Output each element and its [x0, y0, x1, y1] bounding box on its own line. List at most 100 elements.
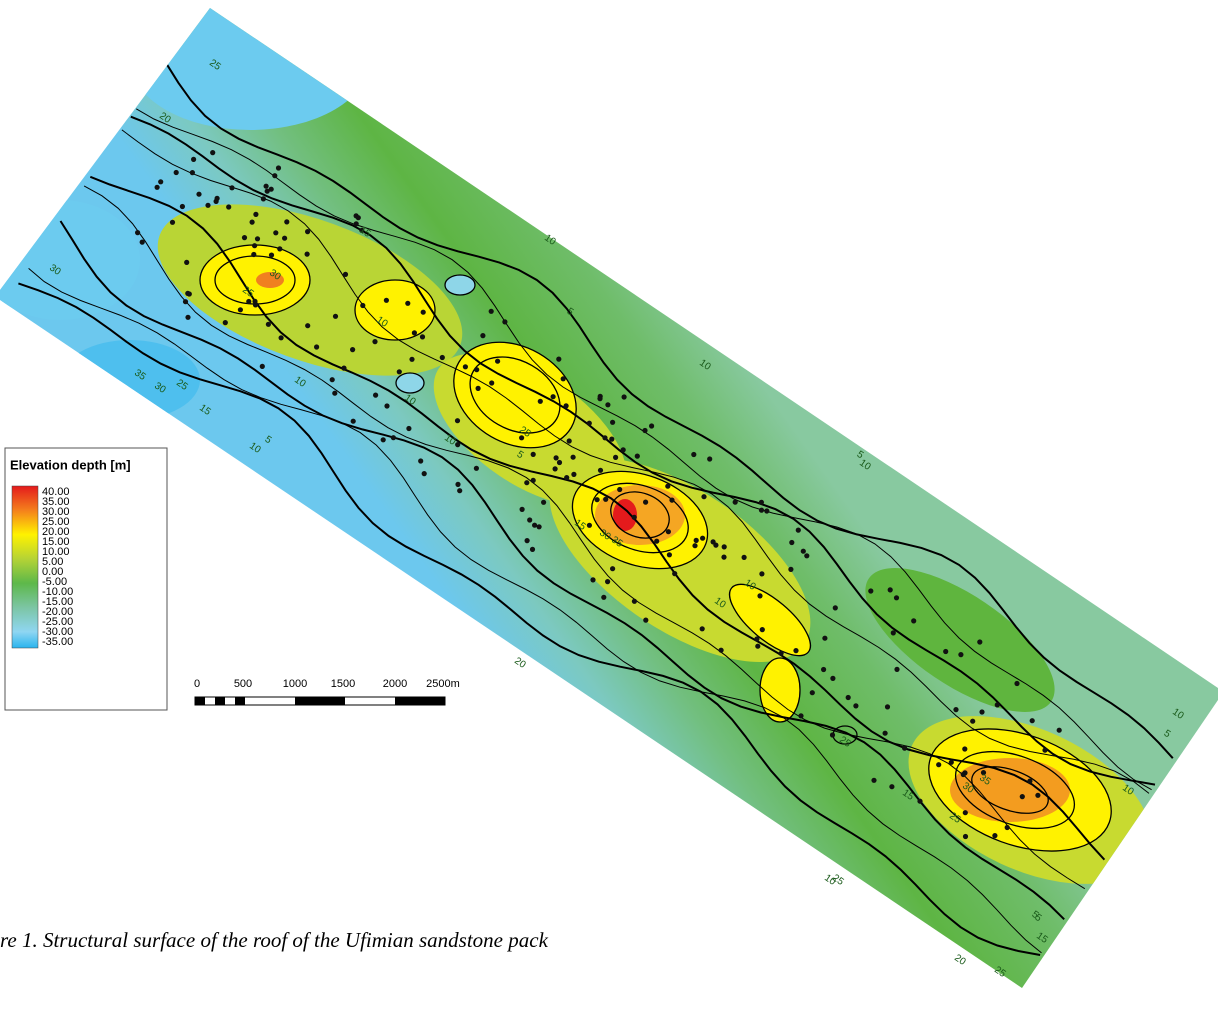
well-point: [642, 428, 647, 433]
caption: re 1. Structural surface of the roof of …: [0, 928, 549, 952]
well-point: [554, 455, 559, 460]
scale-label: 500: [234, 678, 252, 690]
well-point: [1042, 748, 1047, 753]
well-point: [953, 707, 958, 712]
well-point: [1005, 825, 1010, 830]
well-point: [868, 588, 873, 593]
well-point: [556, 357, 561, 362]
well-point: [757, 593, 762, 598]
well-point: [571, 455, 576, 460]
well-point: [524, 480, 529, 485]
well-point: [354, 221, 359, 226]
well-point: [495, 359, 500, 364]
well-point: [210, 150, 215, 155]
well-point: [610, 420, 615, 425]
scale-bar: 05001000150020002500m: [194, 678, 460, 705]
well-point: [531, 478, 536, 483]
well-point: [970, 719, 975, 724]
well-point: [961, 772, 966, 777]
map-figure: 2520303530251510510153025101051010253035…: [0, 0, 1218, 1010]
well-point: [185, 315, 190, 320]
well-point: [420, 334, 425, 339]
well-point: [253, 212, 258, 217]
well-point: [242, 235, 247, 240]
well-point: [561, 376, 566, 381]
well-point: [381, 437, 386, 442]
well-point: [917, 799, 922, 804]
well-point: [605, 579, 610, 584]
well-point: [264, 184, 269, 189]
well-point: [700, 626, 705, 631]
well-point: [894, 667, 899, 672]
well-point: [527, 517, 532, 522]
legend-label: -35.00: [42, 636, 73, 648]
well-point: [135, 230, 140, 235]
well-point: [463, 364, 468, 369]
well-point: [455, 442, 460, 447]
well-point: [250, 220, 255, 225]
well-point: [421, 310, 426, 315]
well-point: [590, 577, 595, 582]
well-point: [215, 196, 220, 201]
well-point: [804, 553, 809, 558]
well-point: [665, 484, 670, 489]
well-point: [384, 298, 389, 303]
well-point: [502, 319, 507, 324]
well-point: [992, 833, 997, 838]
well-point: [405, 301, 410, 306]
scale-label: 1500: [331, 678, 355, 690]
well-point: [719, 648, 724, 653]
well-point: [601, 595, 606, 600]
well-point: [707, 456, 712, 461]
well-point: [755, 644, 760, 649]
well-point: [343, 272, 348, 277]
well-point: [754, 636, 759, 641]
well-point: [184, 260, 189, 265]
well-point: [409, 357, 414, 362]
well-point: [440, 355, 445, 360]
well-point: [617, 487, 622, 492]
well-point: [537, 524, 542, 529]
well-point: [476, 386, 481, 391]
well-point: [305, 323, 310, 328]
well-point: [530, 547, 535, 552]
well-point: [733, 500, 738, 505]
well-point: [798, 713, 803, 718]
well-point: [902, 746, 907, 751]
well-point: [635, 454, 640, 459]
well-point: [963, 834, 968, 839]
well-point: [360, 303, 365, 308]
well-point: [205, 203, 210, 208]
well-point: [252, 299, 257, 304]
well-point: [853, 703, 858, 708]
well-point: [538, 399, 543, 404]
well-point: [223, 320, 228, 325]
well-point: [643, 500, 648, 505]
well-point: [260, 364, 265, 369]
well-point: [276, 165, 281, 170]
well-point: [598, 468, 603, 473]
well-point: [833, 605, 838, 610]
well-point: [155, 185, 160, 190]
well-point: [911, 618, 916, 623]
scale-label: 2500m: [426, 678, 460, 690]
well-point: [185, 291, 190, 296]
well-point: [246, 299, 251, 304]
well-point: [669, 498, 674, 503]
well-point: [333, 314, 338, 319]
well-point: [962, 746, 967, 751]
well-point: [557, 460, 562, 465]
well-point: [332, 391, 337, 396]
well-point: [422, 471, 427, 476]
well-point: [587, 421, 592, 426]
well-point: [871, 778, 876, 783]
well-point: [742, 555, 747, 560]
well-point: [356, 215, 361, 220]
well-point: [977, 639, 982, 644]
well-point: [958, 652, 963, 657]
well-point: [764, 508, 769, 513]
well-point: [251, 252, 256, 257]
well-point: [995, 702, 1000, 707]
well-point: [567, 438, 572, 443]
well-point: [282, 236, 287, 241]
